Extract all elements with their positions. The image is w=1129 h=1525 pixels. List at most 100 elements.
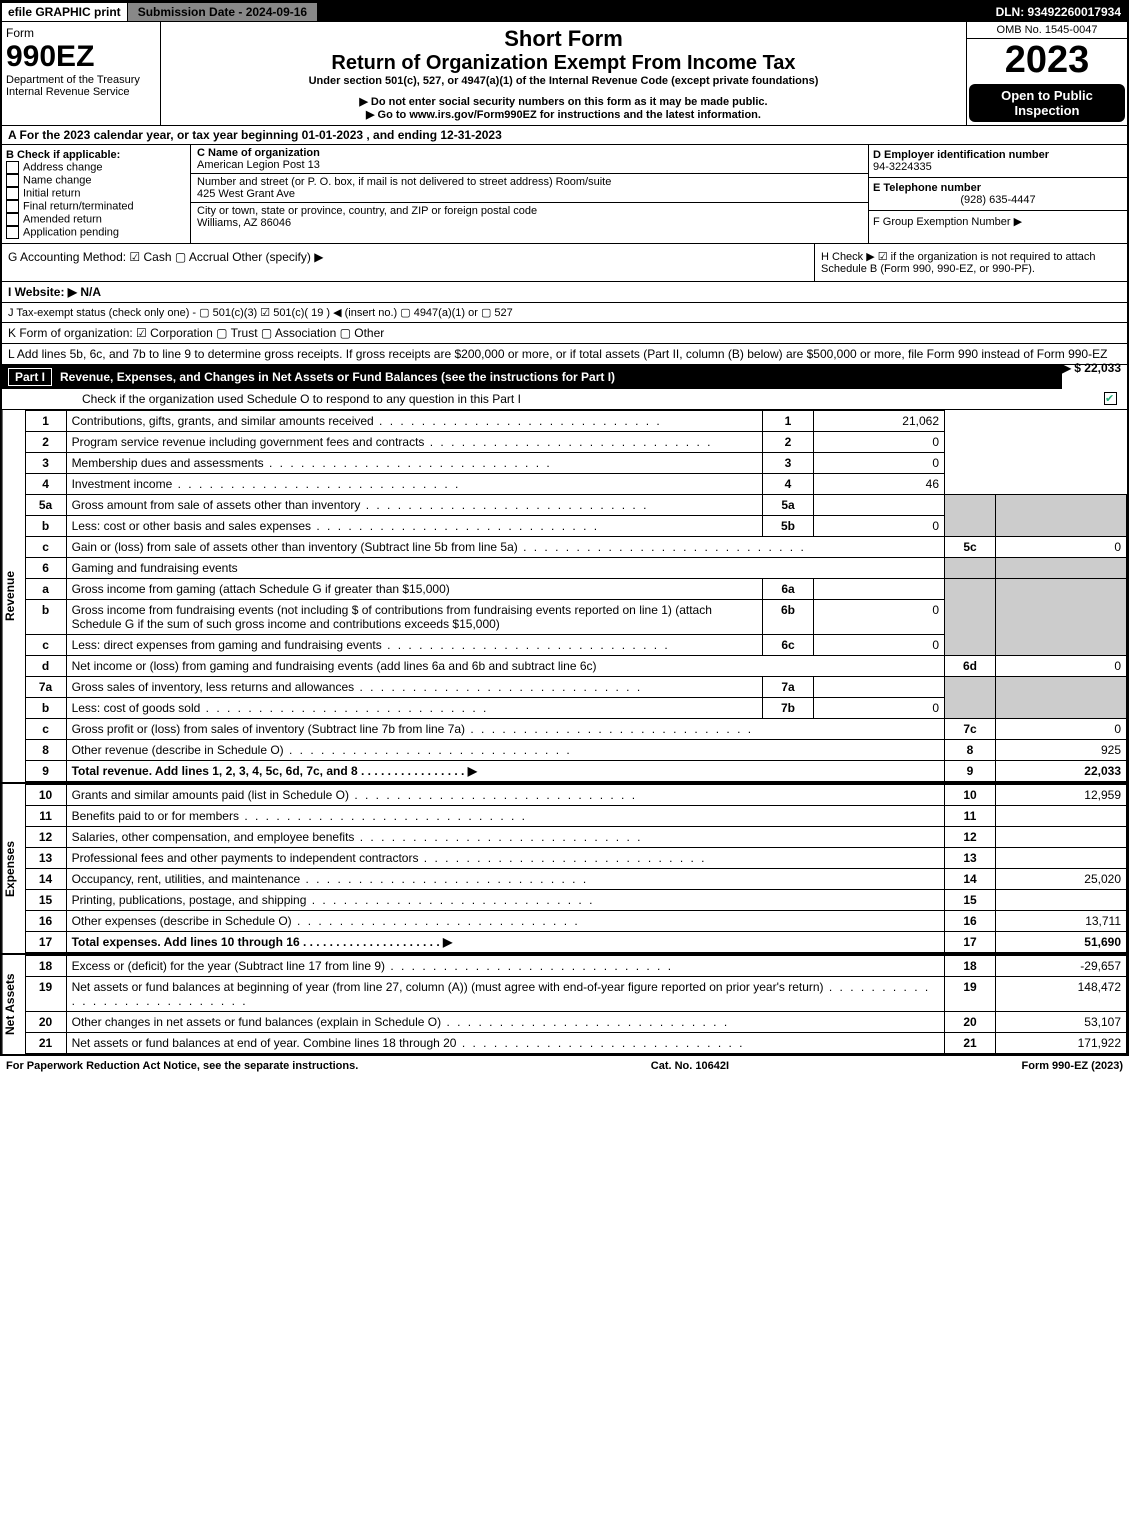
netassets-section: Net Assets 18Excess or (deficit) for the… <box>2 953 1127 1054</box>
part-1-subtext: Check if the organization used Schedule … <box>82 392 521 406</box>
line-8: 8Other revenue (describe in Schedule O)8… <box>25 740 1126 761</box>
form-title: Return of Organization Exempt From Incom… <box>165 52 962 75</box>
header-row: Form 990EZ Department of the Treasury In… <box>2 22 1127 126</box>
line-20: 20Other changes in net assets or fund ba… <box>25 1012 1126 1033</box>
line-12: 12Salaries, other compensation, and empl… <box>25 827 1126 848</box>
line-7a: 7aGross sales of inventory, less returns… <box>25 677 1126 698</box>
website-value: I Website: ▶ N/A <box>8 285 101 299</box>
line-6d: dNet income or (loss) from gaming and fu… <box>25 656 1126 677</box>
revenue-table: 1Contributions, gifts, grants, and simil… <box>25 410 1127 782</box>
line-3: 3Membership dues and assessments30 <box>25 453 1126 474</box>
org-name-value: American Legion Post 13 <box>197 159 320 171</box>
revenue-section: Revenue 1Contributions, gifts, grants, a… <box>2 410 1127 782</box>
submission-date: Submission Date - 2024-09-16 <box>127 2 318 22</box>
chk-initial-return[interactable] <box>6 187 19 200</box>
short-form-label: Short Form <box>165 26 962 52</box>
ein-value: 94-3224335 <box>873 161 932 173</box>
section-b-label: B Check if applicable: <box>6 149 120 161</box>
part-1-sub: Check if the organization used Schedule … <box>2 389 1127 410</box>
part-1-header: Part I Revenue, Expenses, and Changes in… <box>2 365 1062 389</box>
line-14: 14Occupancy, rent, utilities, and mainte… <box>25 869 1126 890</box>
section-bcd: B Check if applicable: Address change Na… <box>2 145 1127 244</box>
header-middle: Short Form Return of Organization Exempt… <box>161 22 966 125</box>
chk-amended-return[interactable] <box>6 213 19 226</box>
netassets-side-label: Net Assets <box>2 955 25 1054</box>
chk-name-change[interactable] <box>6 174 19 187</box>
group-exemption-label: F Group Exemption Number ▶ <box>873 216 1022 228</box>
omb-number: OMB No. 1545-0047 <box>967 22 1127 39</box>
line-6: 6Gaming and fundraising events <box>25 558 1126 579</box>
org-name-cell: C Name of organization American Legion P… <box>191 145 868 174</box>
section-i: I Website: ▶ N/A <box>2 282 1127 303</box>
expenses-side-label: Expenses <box>2 784 25 953</box>
org-city-cell: City or town, state or province, country… <box>191 203 868 231</box>
section-c: C Name of organization American Legion P… <box>191 145 869 243</box>
form-subtitle: Under section 501(c), 527, or 4947(a)(1)… <box>165 75 962 87</box>
section-j: J Tax-exempt status (check only one) - ▢… <box>2 303 1127 323</box>
part-1-title: Revenue, Expenses, and Changes in Net As… <box>60 370 615 384</box>
section-h: H Check ▶ ☑ if the organization is not r… <box>814 244 1127 281</box>
netassets-table: 18Excess or (deficit) for the year (Subt… <box>25 955 1127 1054</box>
header-left: Form 990EZ Department of the Treasury In… <box>2 22 161 125</box>
section-k: K Form of organization: ☑ Corporation ▢ … <box>2 323 1127 344</box>
part-1-label: Part I <box>8 368 52 386</box>
section-b: B Check if applicable: Address change Na… <box>2 145 191 243</box>
org-city-value: Williams, AZ 86046 <box>197 217 291 229</box>
note-ssn: ▶ Do not enter social security numbers o… <box>165 95 962 108</box>
line-5a: 5aGross amount from sale of assets other… <box>25 495 1126 516</box>
dln-label: DLN: 93492260017934 <box>990 3 1127 21</box>
org-city-label: City or town, state or province, country… <box>197 205 537 217</box>
org-addr-value: 425 West Grant Ave <box>197 188 295 200</box>
section-l: L Add lines 5b, 6c, and 7b to line 9 to … <box>2 344 1127 365</box>
org-name-label: C Name of organization <box>197 147 320 159</box>
line-10: 10Grants and similar amounts paid (list … <box>25 785 1126 806</box>
line-13: 13Professional fees and other payments t… <box>25 848 1126 869</box>
section-l-text: L Add lines 5b, 6c, and 7b to line 9 to … <box>8 347 1107 361</box>
form-number: 990EZ <box>6 40 156 74</box>
section-l-amount: ▶ $ 22,033 <box>1062 361 1121 375</box>
lbl-amended-return: Amended return <box>23 213 102 225</box>
note-link-text[interactable]: ▶ Go to www.irs.gov/Form990EZ for instru… <box>366 109 761 121</box>
form-container: efile GRAPHIC print Submission Date - 20… <box>0 0 1129 1056</box>
efile-label: efile GRAPHIC print <box>2 3 127 21</box>
lbl-final-return: Final return/terminated <box>23 200 134 212</box>
ein-label: D Employer identification number <box>873 149 1049 161</box>
footer-right: Form 990-EZ (2023) <box>1022 1060 1123 1072</box>
section-gh: G Accounting Method: ☑ Cash ▢ Accrual Ot… <box>2 244 1127 282</box>
line-9: 9Total revenue. Add lines 1, 2, 3, 4, 5c… <box>25 761 1126 782</box>
org-addr-label: Number and street (or P. O. box, if mail… <box>197 176 611 188</box>
section-g: G Accounting Method: ☑ Cash ▢ Accrual Ot… <box>2 244 814 281</box>
line-11: 11Benefits paid to or for members11 <box>25 806 1126 827</box>
lbl-name-change: Name change <box>23 174 92 186</box>
section-def: D Employer identification number 94-3224… <box>869 145 1127 243</box>
header-right: OMB No. 1545-0047 2023 Open to Public In… <box>966 22 1127 125</box>
expenses-table: 10Grants and similar amounts paid (list … <box>25 784 1127 953</box>
phone-label: E Telephone number <box>873 182 981 194</box>
lbl-application-pending: Application pending <box>23 226 119 238</box>
section-a-text: A For the 2023 calendar year, or tax yea… <box>8 128 502 142</box>
line-4: 4Investment income446 <box>25 474 1126 495</box>
org-address-cell: Number and street (or P. O. box, if mail… <box>191 174 868 203</box>
top-bar: efile GRAPHIC print Submission Date - 20… <box>2 2 1127 22</box>
form-label: Form <box>6 26 156 40</box>
line-7c: cGross profit or (loss) from sales of in… <box>25 719 1126 740</box>
line-6a: aGross income from gaming (attach Schedu… <box>25 579 1126 600</box>
line-18: 18Excess or (deficit) for the year (Subt… <box>25 956 1126 977</box>
line-1: 1Contributions, gifts, grants, and simil… <box>25 411 1126 432</box>
line-21: 21Net assets or fund balances at end of … <box>25 1033 1126 1054</box>
chk-address-change[interactable] <box>6 161 19 174</box>
lbl-initial-return: Initial return <box>23 187 80 199</box>
page-footer: For Paperwork Reduction Act Notice, see … <box>0 1056 1129 1076</box>
department-label: Department of the Treasury Internal Reve… <box>6 74 156 98</box>
line-5c: cGain or (loss) from sale of assets othe… <box>25 537 1126 558</box>
footer-left: For Paperwork Reduction Act Notice, see … <box>6 1060 358 1072</box>
section-a: A For the 2023 calendar year, or tax yea… <box>2 126 1127 145</box>
tax-year: 2023 <box>967 39 1127 82</box>
chk-application-pending[interactable] <box>6 226 19 239</box>
line-19: 19Net assets or fund balances at beginni… <box>25 977 1126 1012</box>
note-link: ▶ Go to www.irs.gov/Form990EZ for instru… <box>165 108 962 121</box>
expenses-section: Expenses 10Grants and similar amounts pa… <box>2 782 1127 953</box>
chk-schedule-o[interactable] <box>1104 392 1117 405</box>
chk-final-return[interactable] <box>6 200 19 213</box>
line-17: 17Total expenses. Add lines 10 through 1… <box>25 932 1126 953</box>
